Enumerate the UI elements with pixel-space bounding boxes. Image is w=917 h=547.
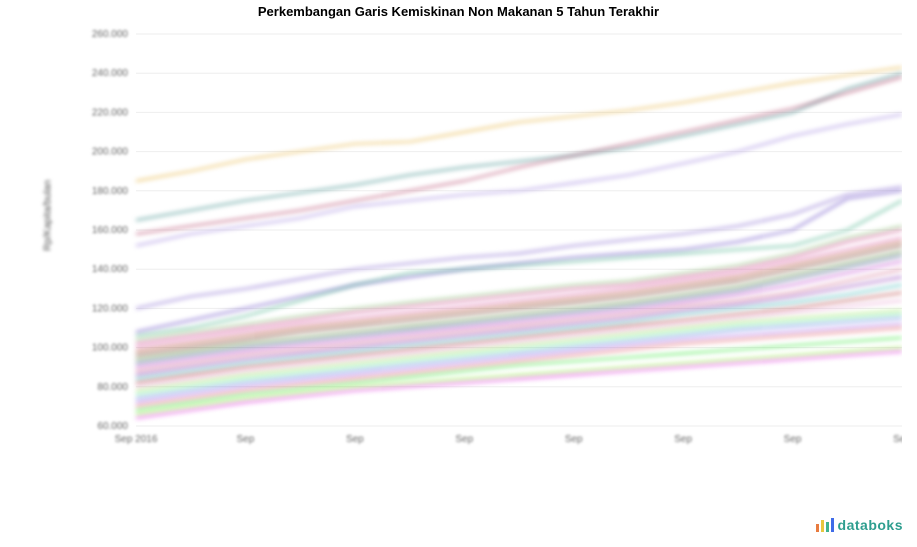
databoks-watermark: databoks xyxy=(816,517,903,533)
chart-title: Perkembangan Garis Kemiskinan Non Makana… xyxy=(0,0,917,19)
svg-text:80.000: 80.000 xyxy=(97,382,128,393)
svg-text:Sep: Sep xyxy=(237,434,255,445)
svg-text:Sep 2016: Sep 2016 xyxy=(115,434,158,445)
svg-text:Sep: Sep xyxy=(893,434,902,445)
svg-text:240.000: 240.000 xyxy=(92,68,129,79)
watermark-text: databoks xyxy=(838,517,903,533)
svg-text:Sep: Sep xyxy=(565,434,583,445)
chart-container: Rp/Kapita/bulan 60.00080.000100.000120.0… xyxy=(48,26,902,476)
svg-text:200.000: 200.000 xyxy=(92,147,129,158)
chart-svg: 60.000 80.000 100.000 120.000 140.000 160.000… xyxy=(76,26,902,476)
svg-text:140.000: 140.000 xyxy=(92,264,129,275)
svg-text:100.000: 100.000 xyxy=(92,343,129,354)
svg-text:Sep: Sep xyxy=(346,434,364,445)
svg-text:220.000: 220.000 xyxy=(92,107,129,118)
svg-text:Sep: Sep xyxy=(674,434,692,445)
plot-area: 60.000 80.000 100.000 120.000 140.000 160.000… xyxy=(76,26,842,446)
svg-text:260.000: 260.000 xyxy=(92,29,129,40)
y-axis-label: Rp/Kapita/bulan xyxy=(43,180,54,251)
svg-text:180.000: 180.000 xyxy=(92,186,129,197)
svg-text:120.000: 120.000 xyxy=(92,303,129,314)
svg-text:Sep: Sep xyxy=(455,434,473,445)
svg-text:160.000: 160.000 xyxy=(92,225,129,236)
svg-text:Sep: Sep xyxy=(784,434,802,445)
watermark-bars-icon xyxy=(816,518,834,532)
svg-text:60.000: 60.000 xyxy=(97,421,128,432)
